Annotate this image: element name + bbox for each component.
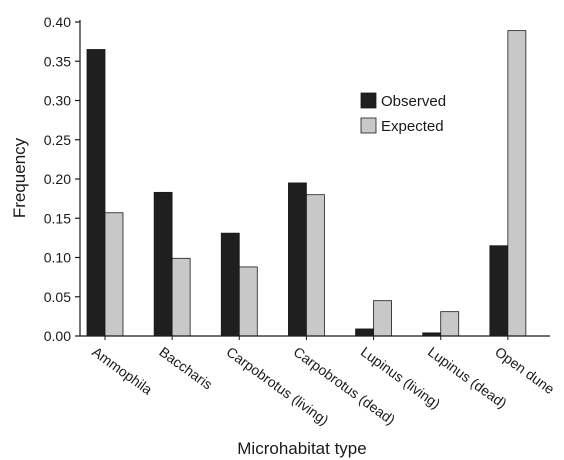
- bar-expected-2: [171, 257, 191, 337]
- bar-expected-1: [104, 212, 124, 337]
- category-label: Open dune: [492, 343, 558, 397]
- legend-swatch-observed: [360, 92, 377, 109]
- bar-expected-3: [238, 266, 258, 337]
- bar-expected-4: [306, 194, 325, 337]
- bar-observed-7: [489, 245, 509, 337]
- bar-expected-7: [507, 30, 527, 337]
- bars-group: [86, 30, 527, 337]
- bar-expected-6: [440, 311, 460, 337]
- y-ticks-group: 0.00 0.05 0.10 0.15 0.20 0.25 0.30 0.35 0.40: [44, 14, 80, 344]
- y-tick-label: 0.40: [44, 14, 71, 30]
- legend-label-expected: Expected: [381, 118, 444, 135]
- x-axis-title: Microhabitat type: [237, 439, 366, 458]
- y-tick-label: 0.05: [44, 289, 71, 305]
- legend-label-observed: Observed: [381, 93, 446, 110]
- bar-observed-2: [153, 191, 173, 337]
- y-tick-label: 0.30: [44, 93, 71, 109]
- bar-observed-4: [288, 182, 307, 337]
- bar-expected-5: [373, 300, 392, 337]
- bar-observed-5: [355, 328, 374, 337]
- category-labels-group: Ammophila Baccharis Carpobrotus (living)Ca…: [89, 336, 558, 428]
- bar-observed-3: [220, 232, 240, 337]
- y-axis-title: Frequency: [10, 137, 29, 218]
- y-tick-label: 0.20: [44, 171, 71, 187]
- y-tick-label: 0.25: [44, 132, 71, 148]
- y-tick-label: 0.10: [44, 250, 71, 266]
- legend: Observed Expected: [360, 92, 446, 135]
- legend-swatch-expected: [360, 117, 377, 134]
- category-label: Ammophila: [89, 343, 155, 397]
- y-tick-label: 0.00: [44, 328, 71, 344]
- bar-observed-1: [86, 49, 106, 337]
- y-tick-label: 0.15: [44, 210, 71, 226]
- category-label: Baccharis: [156, 343, 215, 392]
- y-tick-label: 0.35: [44, 53, 71, 69]
- axes-group: [79, 20, 550, 337]
